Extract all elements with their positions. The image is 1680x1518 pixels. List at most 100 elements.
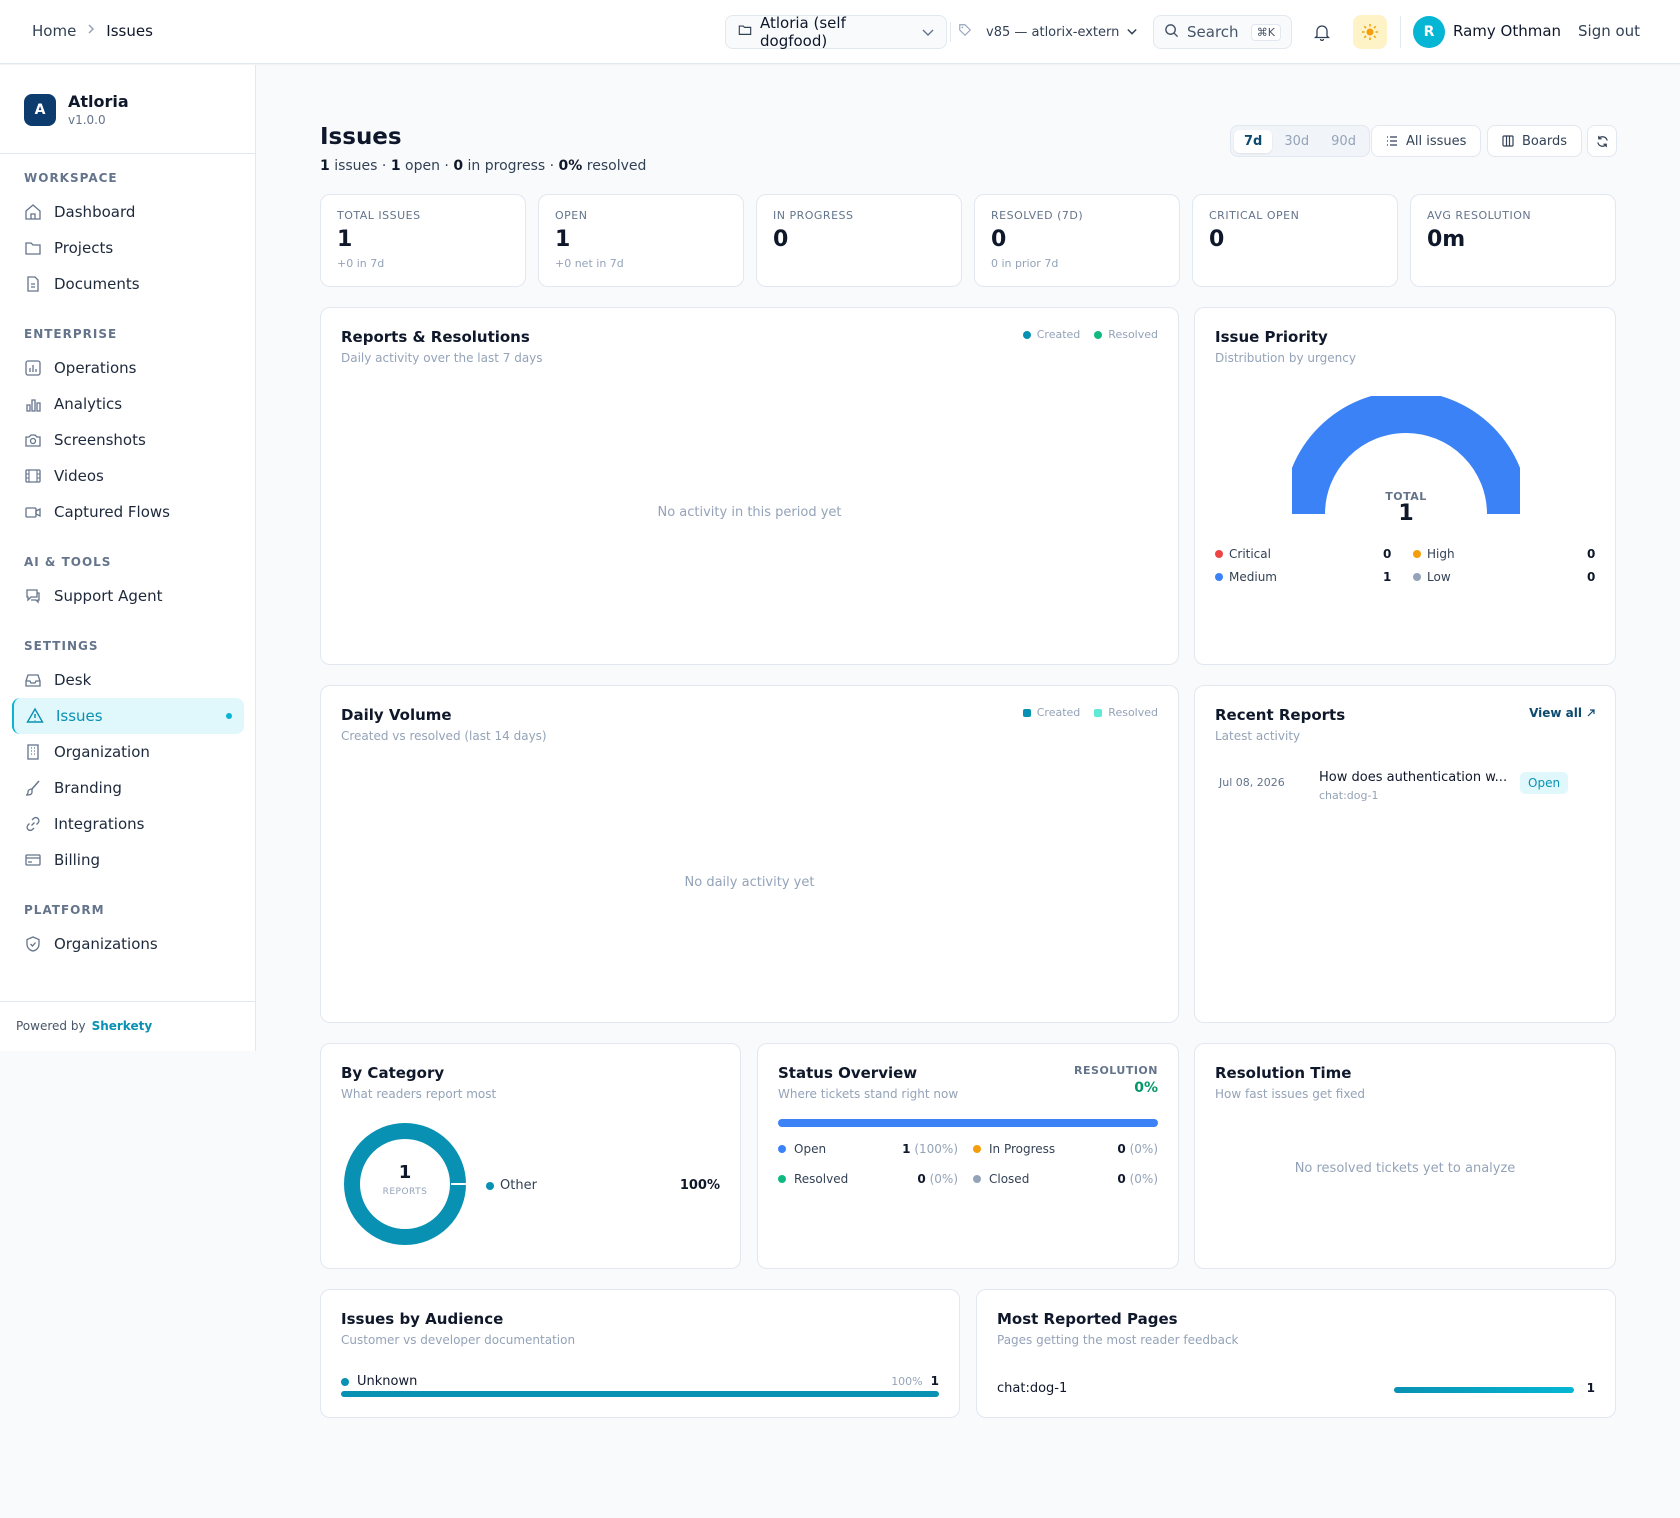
card-subtitle: Distribution by urgency: [1215, 351, 1356, 365]
project-selector[interactable]: Atloria (self dogfood): [725, 14, 947, 50]
stat-card-avg-resolution: AVG RESOLUTION 0m: [1410, 194, 1616, 287]
card-title: Most Reported Pages: [997, 1310, 1178, 1328]
sidebar-item-screenshots[interactable]: Screenshots: [12, 422, 244, 458]
gauge-arc-medium: [1292, 396, 1520, 515]
sidebar-item-projects[interactable]: Projects: [12, 230, 244, 266]
sidebar-item-support-agent[interactable]: Support Agent: [12, 578, 244, 614]
sidebar-item-documents[interactable]: Documents: [12, 266, 244, 302]
priority-low-value: 0: [1587, 570, 1596, 584]
card-subtitle: Pages getting the most reader feedback: [997, 1333, 1239, 1347]
version-label: v85 — atlorix-extern: [986, 24, 1120, 40]
sidebar-item-organizations[interactable]: Organizations: [12, 926, 244, 962]
chat-bubble-icon: [26, 589, 40, 604]
sidebar-item-label: Projects: [54, 239, 114, 257]
sidebar-item-label: Organizations: [54, 935, 158, 953]
boards-label: Boards: [1522, 133, 1567, 149]
sidebar-item-dashboard[interactable]: Dashboard: [12, 194, 244, 230]
sidebar-item-label: Documents: [54, 275, 140, 293]
breadcrumb-home[interactable]: Home: [32, 22, 77, 40]
boards-button[interactable]: Boards: [1487, 125, 1582, 157]
sidebar-item-branding[interactable]: Branding: [12, 770, 244, 806]
donut-slice-other: [344, 1123, 466, 1245]
card-title: Issues by Audience: [341, 1310, 504, 1328]
donut-center-value: 1: [398, 1162, 412, 1183]
range-7d-button[interactable]: 7d: [1234, 129, 1273, 153]
powered-by: Powered by Sherkety: [16, 1019, 152, 1033]
sidebar-item-captured-flows[interactable]: Captured Flows: [12, 494, 244, 530]
card-subtitle: Latest activity: [1215, 729, 1301, 743]
stat-hint: +0 net in 7d: [555, 257, 624, 270]
version-selector[interactable]: v85 — atlorix-extern: [958, 15, 1138, 49]
priority-high-value: 0: [1587, 547, 1596, 561]
issues-by-audience-card: Issues by Audience Customer vs developer…: [320, 1289, 960, 1418]
status-resolved-value: 0 (0%): [917, 1172, 958, 1186]
recent-reports-card: Recent Reports Latest activity View all …: [1194, 685, 1616, 1023]
card-title: Recent Reports: [1215, 706, 1346, 724]
most-reported-pages-card: Most Reported Pages Pages getting the mo…: [976, 1289, 1616, 1418]
section-ai-tools: AI & TOOLS: [24, 555, 112, 569]
sidebar-brand[interactable]: A Atloria v1.0.0: [24, 92, 129, 127]
sidebar-item-label: Integrations: [54, 815, 145, 833]
list-item[interactable]: Jul 08, 2026 How does authentication w..…: [1203, 763, 1609, 819]
sidebar-item-videos[interactable]: Videos: [12, 458, 244, 494]
sidebar-item-organization[interactable]: Organization: [12, 734, 244, 770]
all-issues-button[interactable]: All issues: [1371, 125, 1482, 157]
brand-version: v1.0.0: [68, 113, 106, 127]
report-date: Jul 08, 2026: [1219, 776, 1285, 789]
status-overview-card: Status Overview Where tickets stand righ…: [757, 1043, 1179, 1269]
search-button[interactable]: Search ⌘K: [1153, 15, 1292, 49]
status-in-progress-value: 0 (0%): [1117, 1142, 1158, 1156]
range-30d-button[interactable]: 30d: [1284, 133, 1310, 149]
breadcrumb-current: Issues: [106, 22, 153, 40]
stat-label: AVG RESOLUTION: [1427, 209, 1532, 222]
card-title: By Category: [341, 1064, 445, 1082]
status-closed-value: 0 (0%): [1117, 1172, 1158, 1186]
section-settings: SETTINGS: [24, 639, 99, 653]
status-resolved: Resolved: [778, 1172, 848, 1186]
folder-icon: [738, 23, 752, 41]
sidebar-item-operations[interactable]: Operations: [12, 350, 244, 386]
page-name[interactable]: chat:dog-1: [997, 1381, 1068, 1396]
avatar[interactable]: R: [1413, 16, 1445, 48]
status-open: Open: [778, 1142, 826, 1156]
legend-resolved: Resolved: [1094, 706, 1158, 719]
category-other: Other: [486, 1178, 537, 1193]
card-subtitle: Created vs resolved (last 14 days): [341, 729, 547, 743]
bar-chart-icon: [26, 399, 41, 412]
sign-out-button[interactable]: Sign out: [1578, 22, 1641, 40]
list-icon: [1387, 136, 1397, 146]
issue-priority-card: Issue Priority Distribution by urgency T…: [1194, 307, 1616, 665]
priority-medium: Medium: [1215, 570, 1277, 584]
video-camera-icon: [25, 507, 41, 518]
project-name: Atloria (self dogfood): [760, 14, 846, 50]
tag-icon: [958, 23, 972, 41]
by-category-card: By Category What readers report most 1 R…: [320, 1043, 741, 1269]
gauge-total-label: TOTAL: [1385, 490, 1427, 503]
refresh-button[interactable]: [1587, 125, 1617, 157]
stat-value: 1: [337, 227, 353, 252]
legend-resolved: Resolved: [1094, 328, 1158, 341]
sidebar-item-analytics[interactable]: Analytics: [12, 386, 244, 422]
theme-toggle-sun-icon[interactable]: [1353, 15, 1387, 49]
divider: [0, 153, 256, 154]
document-icon: [27, 276, 39, 292]
section-platform: PLATFORM: [24, 903, 105, 917]
status-progress-bar: [778, 1119, 1158, 1127]
sidebar-item-label: Analytics: [54, 395, 123, 413]
inbox-icon: [25, 674, 41, 687]
sidebar-item-billing[interactable]: Billing: [12, 842, 244, 878]
summary-open-count: 1: [390, 158, 401, 174]
stat-value: 0: [1209, 227, 1225, 252]
sidebar-item-label: Dashboard: [54, 203, 136, 221]
user-name[interactable]: Ramy Othman: [1453, 22, 1562, 40]
sidebar-item-integrations[interactable]: Integrations: [12, 806, 244, 842]
arrow-up-right-icon: [1587, 709, 1595, 717]
sidebar-item-issues[interactable]: Issues: [12, 698, 244, 734]
sidebar-item-desk[interactable]: Desk: [12, 662, 244, 698]
notifications-bell-icon[interactable]: [1305, 15, 1339, 49]
view-all-link[interactable]: View all: [1529, 706, 1595, 720]
empty-state: No resolved tickets yet to analyze: [1294, 1161, 1516, 1176]
summary-resolved-label: resolved: [586, 158, 647, 174]
range-90d-button[interactable]: 90d: [1331, 133, 1356, 149]
powered-by-brand-link[interactable]: Sherkety: [91, 1019, 153, 1033]
